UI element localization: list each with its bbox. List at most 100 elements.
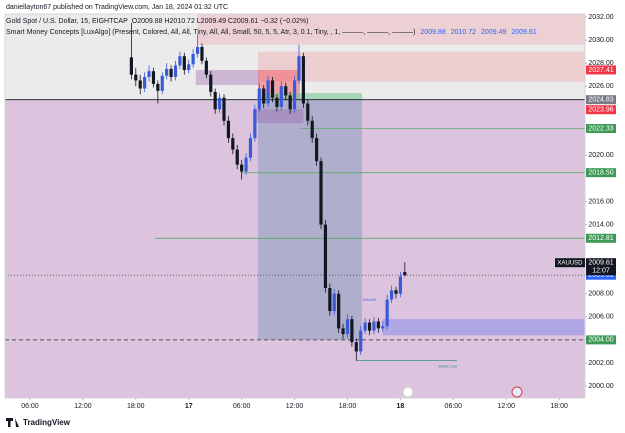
y-tick-label: 2014.00 xyxy=(588,221,613,228)
x-tick-label: 12:00 xyxy=(286,403,304,410)
candle-body xyxy=(332,293,336,312)
indicator-value: 2009.88 xyxy=(420,29,445,36)
x-tick-label: 12:00 xyxy=(497,403,515,410)
price-tag xyxy=(586,233,616,243)
candle-body xyxy=(398,276,402,294)
candle-body xyxy=(165,68,169,76)
price-tag-label: 2023.96 xyxy=(588,107,613,114)
y-tick-label: 2016.00 xyxy=(588,198,613,205)
plot-area: Weak Low CHoCH xyxy=(5,14,585,399)
countdown-label: 12:07 xyxy=(592,268,610,275)
price-tag-label: 2018.50 xyxy=(588,170,613,177)
price-tag xyxy=(586,124,616,134)
candle-body xyxy=(138,80,142,89)
candle-body xyxy=(143,76,147,89)
y-tick-label: 2006.00 xyxy=(588,314,613,321)
candle-body xyxy=(376,321,380,329)
y-tick-label: 2000.00 xyxy=(588,383,613,390)
candle-body xyxy=(266,80,270,104)
last-price-label: 2009.61 xyxy=(588,260,613,267)
x-tick-label: 18:00 xyxy=(339,403,357,410)
x-tick-label: 06:00 xyxy=(21,403,39,410)
candle-body xyxy=(248,138,253,158)
candle-body xyxy=(341,328,345,335)
indicator-name: Smart Money Concepts [LuxAlgo] (Present,… xyxy=(6,29,415,36)
event-icon[interactable] xyxy=(402,386,414,398)
candle-body xyxy=(372,321,376,331)
candle-body xyxy=(200,46,204,61)
candle-body xyxy=(222,97,226,121)
candle-body xyxy=(292,80,297,110)
publish-header: daniellayton67 published on TradingView.… xyxy=(6,4,228,11)
symbol-title: Gold Spot / U.S. Dollar, 15, EIGHTCAP xyxy=(6,18,128,25)
candle-body xyxy=(195,46,200,54)
indicator-value: 2009.49 xyxy=(481,29,506,36)
price-tag xyxy=(586,95,616,105)
y-tick-label: 2032.00 xyxy=(588,14,613,21)
candle-body xyxy=(244,157,248,172)
y-tick-label: 2026.00 xyxy=(588,83,613,90)
candle-body xyxy=(156,83,160,91)
candle-body xyxy=(257,88,261,110)
indicator-value: 2009.61 xyxy=(511,29,536,36)
price-tag-label: 2022.33 xyxy=(588,125,613,132)
candle-body xyxy=(191,53,195,65)
candle-body xyxy=(240,164,244,172)
candle-body xyxy=(288,95,292,110)
ohlc-values: O2009.88 H2010.72 L2009.49 C2009.61 −0.3… xyxy=(132,18,309,25)
candle-body xyxy=(345,319,350,335)
x-tick-label: 12:00 xyxy=(74,403,92,410)
candle-body xyxy=(213,91,217,110)
y-tick-label: 2020.00 xyxy=(588,152,613,159)
event-icon[interactable] xyxy=(511,386,523,398)
candle-body xyxy=(359,330,363,352)
footer-brand: TradingView xyxy=(23,418,71,427)
x-tick-label: 06:00 xyxy=(233,403,251,410)
candle-body xyxy=(231,138,235,150)
x-tick-label: 18:00 xyxy=(127,403,145,410)
zone xyxy=(255,109,304,124)
candle-body xyxy=(310,120,314,139)
candle-body xyxy=(367,322,372,331)
y-tick-label: 2030.00 xyxy=(588,37,613,44)
candle-body xyxy=(151,71,156,84)
price-tag-label: 2024.83 xyxy=(588,97,613,104)
price-tag xyxy=(586,335,616,345)
candle-body xyxy=(204,60,208,75)
zone xyxy=(5,99,585,399)
candle-body xyxy=(178,56,182,66)
candle-body xyxy=(160,75,164,91)
price-tag xyxy=(586,65,616,75)
x-tick-label: 18 xyxy=(396,403,404,410)
candle-body xyxy=(169,68,173,77)
price-tag-label: 2009.61 xyxy=(588,272,613,279)
y-tick-label: 2028.00 xyxy=(588,60,613,67)
candle-body xyxy=(270,80,275,98)
level-label: Weak Low xyxy=(438,364,457,369)
price-tag-label: 2027.41 xyxy=(588,67,613,74)
zone xyxy=(257,99,362,340)
candle-body xyxy=(253,109,257,139)
price-tag-label: 2004.00 xyxy=(588,337,613,344)
x-tick-label: 18:00 xyxy=(550,403,568,410)
candle-body xyxy=(129,57,133,75)
candle-body xyxy=(337,293,341,329)
candle-body xyxy=(363,322,367,331)
candle-body xyxy=(394,290,398,294)
candle-body xyxy=(315,138,319,162)
candle-body xyxy=(319,161,323,225)
candle-body xyxy=(275,97,279,107)
candle-body xyxy=(350,319,354,343)
symbol-tag xyxy=(555,258,585,268)
candle-body xyxy=(235,149,239,165)
price-tag-label: 2012.81 xyxy=(588,235,613,242)
candle-body xyxy=(182,56,186,71)
candle-body xyxy=(147,71,151,77)
candle-body xyxy=(381,326,385,329)
candle-body xyxy=(301,56,305,104)
candle-body xyxy=(306,103,310,121)
x-tick-label: 17 xyxy=(185,403,193,410)
footer-bar xyxy=(0,414,625,433)
